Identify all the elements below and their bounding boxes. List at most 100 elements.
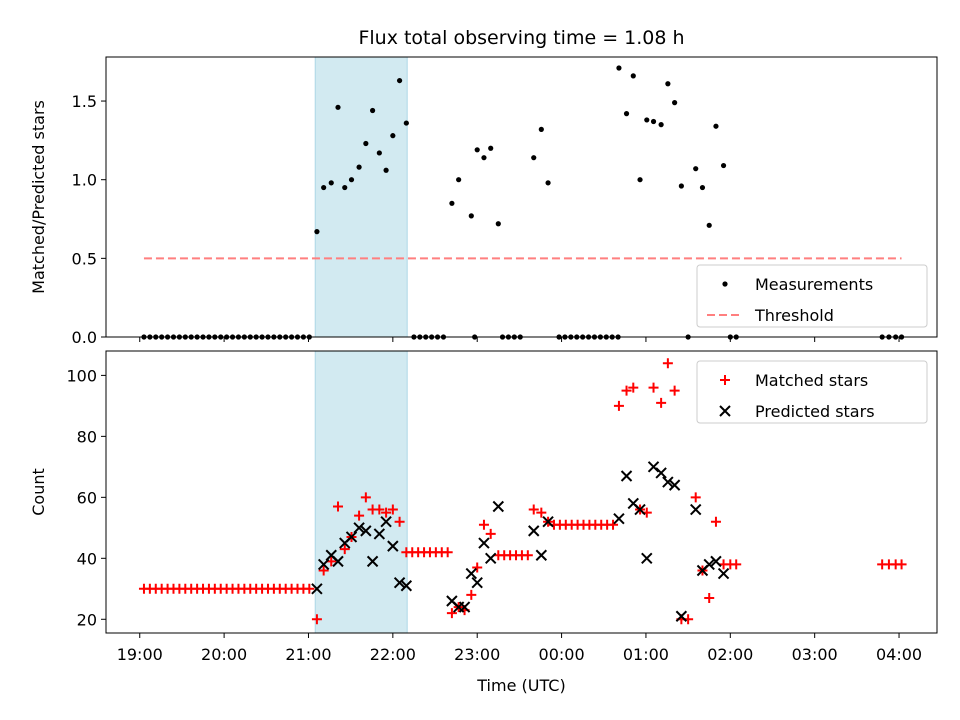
data-point [669, 385, 680, 396]
data-point [650, 118, 657, 125]
data-point [528, 504, 539, 515]
x-tick-label: 21:00 [285, 645, 331, 664]
data-point [538, 126, 544, 132]
axes-frame [105, 56, 938, 338]
legend-label: Measurements [755, 275, 873, 294]
y-tick-label: 0.5 [72, 249, 97, 268]
data-point [608, 519, 619, 530]
data-point [522, 550, 533, 561]
data-point [318, 565, 329, 576]
data-point [710, 516, 721, 527]
data-point [360, 525, 372, 537]
x-tick-label: 22:00 [370, 645, 416, 664]
data-point [345, 531, 358, 543]
y-tick-label: 60 [77, 488, 97, 507]
data-point [720, 162, 727, 169]
data-point [713, 123, 719, 129]
data-point [393, 576, 406, 589]
data-point [620, 470, 633, 482]
data-point [314, 229, 320, 235]
data-point [458, 601, 471, 613]
data-point [656, 397, 667, 408]
data-point [400, 580, 413, 592]
data-point [678, 183, 684, 189]
data-point [381, 507, 392, 518]
data-point [648, 382, 659, 393]
data-point [356, 164, 362, 170]
legend-label: Threshold [754, 306, 834, 325]
data-point [456, 177, 462, 183]
y-tick-label: 80 [77, 427, 97, 446]
data-point [383, 167, 389, 173]
legend-marker [722, 281, 728, 287]
data-point [403, 120, 409, 126]
data-point [348, 177, 355, 183]
data-point [363, 140, 369, 147]
data-point [342, 184, 348, 191]
data-point [488, 145, 494, 151]
data-point [335, 104, 341, 110]
data-point [339, 544, 350, 555]
data-point [616, 65, 622, 71]
data-point [380, 516, 392, 528]
data-point [731, 559, 742, 570]
data-point [369, 107, 376, 114]
data-point [690, 503, 702, 516]
data-point [465, 567, 478, 580]
data-point [373, 528, 386, 540]
data-point [655, 467, 667, 479]
data-point [703, 558, 715, 571]
data-point [644, 117, 650, 123]
shaded-span [314, 350, 408, 634]
chart-title: Flux total observing time = 1.08 h [358, 27, 684, 49]
data-point [471, 576, 483, 589]
axes-frame [105, 350, 938, 634]
data-point [634, 503, 646, 516]
top-panel: 0.0 0.5 1.0 1.5 Flux total observing time = … [29, 27, 938, 347]
data-point [390, 133, 396, 139]
data-point [394, 516, 405, 527]
shaded-span [314, 56, 408, 338]
data-point [360, 492, 371, 503]
data-point [474, 147, 480, 153]
data-point [535, 549, 548, 561]
data-point [328, 180, 334, 186]
y-tick-label: 1.5 [72, 92, 97, 111]
series-matched-stars [138, 358, 907, 625]
data-point [484, 552, 497, 565]
data-point [485, 528, 496, 539]
x-tick-label: 23:00 [454, 645, 500, 664]
y-axis-label: Matched/Predicted stars [29, 100, 48, 294]
data-point [387, 504, 398, 515]
data-point [699, 184, 706, 191]
data-point [690, 492, 701, 503]
x-tick-label: 04:00 [876, 645, 922, 664]
y-tick-label: 40 [77, 549, 97, 568]
y-axis-label: Count [29, 468, 48, 516]
data-point [658, 122, 664, 128]
data-point [613, 400, 624, 411]
series-measurements [141, 65, 905, 340]
data-point [332, 555, 344, 568]
data-point [321, 184, 327, 191]
data-point [536, 507, 547, 518]
data-point [647, 461, 660, 473]
legend-marker [720, 375, 730, 385]
data-point [641, 552, 653, 565]
legend: Matched stars Predicted stars [696, 360, 928, 424]
legend-marker [719, 405, 731, 417]
data-point [706, 222, 712, 228]
data-point [665, 81, 671, 87]
x-axis-label: Time (UTC) [476, 676, 565, 695]
bottom-panel: 20 40 60 80 100 19:00 20:00 21:00 22:00 23:00 00:0… [29, 350, 938, 695]
data-point [311, 583, 323, 595]
legend-label: Matched stars [755, 371, 868, 390]
x-tick-label: 02:00 [707, 645, 753, 664]
y-tick-label: 100 [66, 366, 97, 385]
data-point [637, 177, 643, 183]
legend-box [696, 360, 928, 424]
data-point [630, 73, 636, 79]
data-point [662, 476, 674, 488]
data-point [668, 479, 681, 491]
x-tick-label: 03:00 [792, 645, 838, 664]
